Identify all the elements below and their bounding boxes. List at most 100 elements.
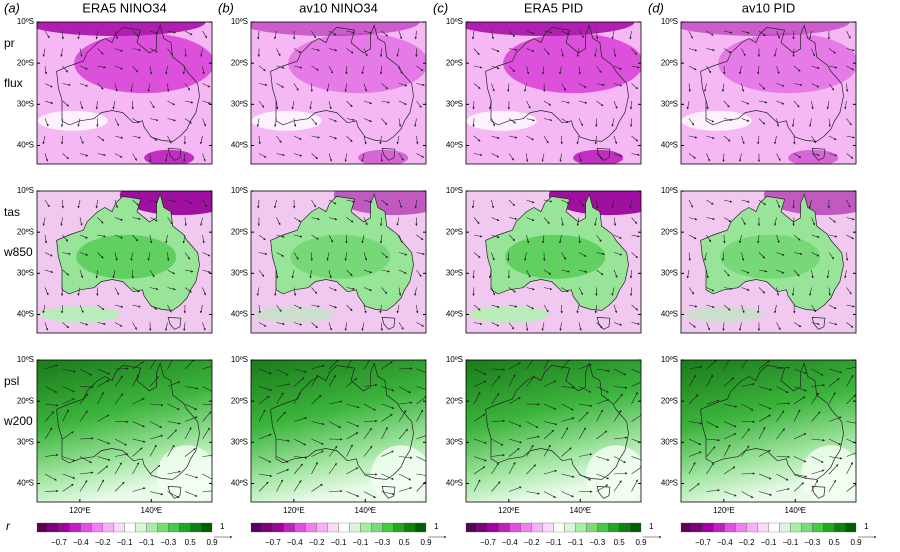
lat-label: 20ºS: [661, 58, 678, 67]
field-blob: [76, 235, 176, 279]
colorbar-tick: −0.4: [502, 538, 518, 547]
ref-vector-label: 1: [434, 522, 439, 531]
ref-vector-label: 1: [649, 522, 654, 531]
lat-label: 40ºS: [17, 141, 34, 150]
colorbar-box: [823, 523, 834, 532]
field: [251, 175, 454, 333]
field-blob: [505, 235, 605, 279]
field-blob: [254, 306, 334, 322]
colorbar-box: [48, 523, 59, 532]
colorbar-box: [703, 523, 714, 532]
lat-label: 30ºS: [446, 437, 463, 446]
colorbar-box: [608, 523, 619, 532]
lat-label: 30ºS: [446, 268, 463, 277]
lat-label: 30ºS: [17, 437, 34, 446]
colorbar-box: [59, 523, 70, 532]
colorbar-box: [477, 523, 488, 532]
lat-label: 20ºS: [446, 227, 463, 236]
colorbar-tick: −0.1: [546, 538, 562, 547]
field: [670, 8, 859, 166]
colorbar-tick: −0.2: [95, 538, 111, 547]
colorbar-tick: −0.3: [160, 538, 176, 547]
lat-label: 10ºS: [231, 17, 248, 26]
colorbar-box: [769, 523, 780, 532]
panel-title: ERA5 NINO34: [82, 0, 167, 15]
lat-label: 40ºS: [446, 141, 463, 150]
row-label: tas: [4, 205, 20, 219]
colorbar-box: [251, 523, 262, 532]
colorbar-box: [157, 523, 168, 532]
field: [455, 8, 644, 166]
colorbar-box: [564, 523, 575, 532]
colorbar-tick: −0.4: [717, 538, 733, 547]
panel-letter: (c): [433, 0, 448, 15]
ref-vector-label: 1: [220, 522, 225, 531]
panel-title: av10 NINO34: [299, 0, 378, 15]
colorbar-tick: −0.1: [117, 538, 133, 547]
colorbar-box: [521, 523, 532, 532]
field: [466, 357, 646, 505]
lat-label: 10ºS: [231, 355, 248, 364]
field-blob: [682, 111, 752, 131]
panel-letter: (b): [218, 0, 234, 15]
colorbar-box: [273, 523, 284, 532]
lat-label: 10ºS: [661, 17, 678, 26]
colorbar-box: [70, 523, 81, 532]
lon-label: 120ºE: [69, 506, 91, 515]
lat-label: 30ºS: [17, 268, 34, 277]
colorbar-tick: −0.1: [138, 538, 154, 547]
colorbar-tick: −0.7: [265, 538, 281, 547]
colorbar-tick: −0.3: [374, 538, 390, 547]
field: [37, 175, 240, 333]
colorbar-box: [466, 523, 477, 532]
colorbar-tick: 0.9: [206, 538, 218, 547]
colorbar-box: [404, 523, 415, 532]
colorbar-tick: −0.1: [567, 538, 583, 547]
field-blob: [469, 306, 549, 322]
colorbar-box: [845, 523, 856, 532]
lon-label: 140ºE: [784, 506, 806, 515]
row-label: psl: [4, 374, 19, 388]
colorbar-tick: −0.2: [309, 538, 325, 547]
lon-label: 140ºE: [354, 506, 376, 515]
colorbar-box: [146, 523, 157, 532]
lat-label: 40ºS: [231, 141, 248, 150]
colorbar-box: [597, 523, 608, 532]
colorbar-tick: −0.3: [589, 538, 605, 547]
colorbar-tick: −0.4: [73, 538, 89, 547]
colorbar-box: [262, 523, 273, 532]
lat-label: 40ºS: [661, 310, 678, 319]
lat-label: 30ºS: [231, 99, 248, 108]
colorbar-tick: −0.3: [804, 538, 820, 547]
colorbar-tick: 0.5: [614, 538, 626, 547]
colorbar-box: [295, 523, 306, 532]
lon-label: 140ºE: [140, 506, 162, 515]
lat-label: 30ºS: [661, 99, 678, 108]
colorbar-box: [317, 523, 328, 532]
lat-label: 10ºS: [446, 355, 463, 364]
field: [37, 357, 217, 505]
lat-label: 40ºS: [17, 310, 34, 319]
colorbar-box: [499, 523, 510, 532]
panel-letter: (d): [648, 0, 664, 15]
colorbar-tick: −0.7: [51, 538, 67, 547]
lat-label: 10ºS: [17, 17, 34, 26]
colorbar-box: [543, 523, 554, 532]
lat-label: 30ºS: [231, 437, 248, 446]
colorbar-box: [360, 523, 371, 532]
colorbar-box: [510, 523, 521, 532]
lat-label: 30ºS: [661, 437, 678, 446]
lat-label: 10ºS: [17, 186, 34, 195]
colorbar-box: [125, 523, 136, 532]
lat-label: 10ºS: [446, 186, 463, 195]
lat-label: 40ºS: [231, 479, 248, 488]
field-blob: [40, 306, 120, 322]
colorbar-box: [349, 523, 360, 532]
colorbar-tick: 0.5: [185, 538, 197, 547]
colorbar-tick: −0.7: [480, 538, 496, 547]
